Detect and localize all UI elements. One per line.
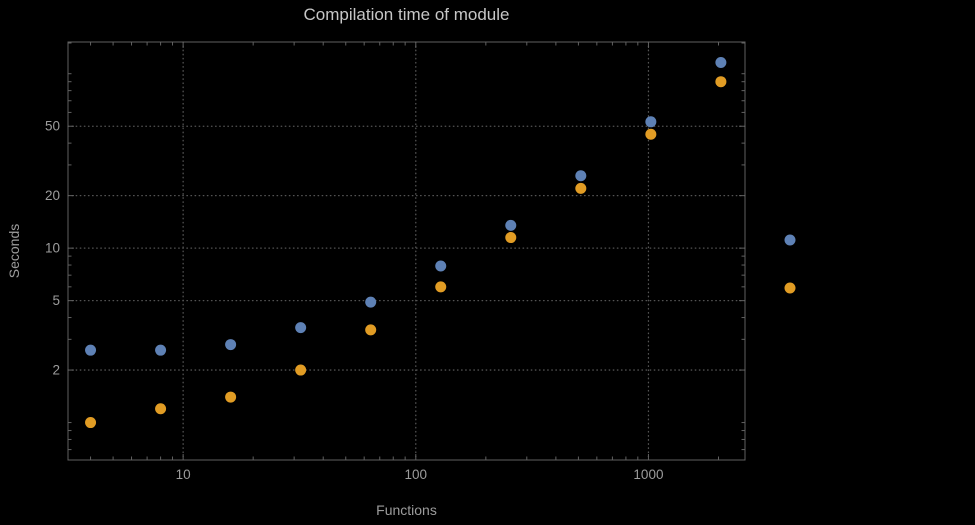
x-axis-label: Functions [376, 502, 437, 518]
data-point-series-1-blue [365, 296, 377, 308]
data-point-series-2-orange [575, 182, 587, 194]
data-point-series-2-orange [365, 324, 377, 336]
data-point-series-1-blue [155, 344, 167, 356]
data-point-series-1-blue [505, 219, 517, 231]
data-point-series-1-blue [715, 56, 727, 68]
data-point-series-1-blue [645, 116, 657, 128]
plot-frame [67, 41, 746, 461]
x-tick-label: 1000 [633, 467, 663, 482]
data-point-series-2-orange [715, 76, 727, 88]
data-point-series-2-orange [225, 391, 237, 403]
data-point-series-1-blue [295, 322, 307, 334]
data-point-series-1-blue [85, 344, 97, 356]
chart-title: Compilation time of module [303, 5, 510, 24]
data-point-series-2-orange [435, 281, 447, 293]
legend-marker-series-1-blue [784, 234, 796, 246]
x-tick-label: 100 [405, 467, 428, 482]
x-tick-label: 10 [176, 467, 191, 482]
y-tick-label: 10 [45, 241, 60, 256]
data-point-series-2-orange [85, 417, 97, 429]
y-tick-label: 50 [45, 119, 60, 134]
data-point-series-1-blue [225, 339, 237, 351]
data-point-series-1-blue [575, 170, 587, 182]
data-point-series-2-orange [645, 128, 657, 140]
legend-marker-series-2-orange [784, 282, 796, 294]
y-tick-label: 5 [52, 293, 60, 308]
data-point-series-2-orange [505, 232, 517, 244]
y-tick-label: 20 [45, 188, 60, 203]
data-point-series-2-orange [155, 403, 167, 415]
data-point-series-1-blue [435, 260, 447, 272]
y-axis-label: Seconds [6, 223, 22, 279]
data-point-series-2-orange [295, 364, 307, 376]
y-tick-label: 2 [52, 363, 60, 378]
